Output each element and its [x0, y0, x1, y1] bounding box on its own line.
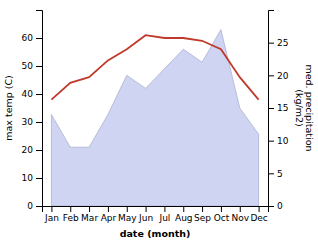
tick-label: 25: [277, 38, 288, 48]
tick-mark: [36, 66, 42, 67]
tick-mark: [36, 178, 42, 179]
tick-label: Feb: [63, 213, 79, 223]
title-line: (kg/m2): [294, 89, 305, 126]
y-tick: 60: [22, 33, 42, 43]
y-axis: 0 10 20 30 40 50 60: [22, 11, 43, 212]
chart: Jan FebMarAprMayJun Jul AugSepOctNovDec 0 10 2…: [0, 0, 318, 242]
y-tick: 0: [27, 201, 42, 211]
x-tick: May: [118, 206, 137, 223]
tick-label: Aug: [175, 213, 193, 223]
tick-mark: [51, 206, 52, 212]
tick-label: 20: [277, 71, 289, 81]
x-tick: Jan: [44, 206, 59, 223]
y2-tick: 5: [268, 169, 283, 179]
tick-label: Jul: [158, 213, 170, 223]
title-line: med. precipitation: [304, 64, 315, 151]
y2-tick: 10: [268, 136, 289, 146]
y-axis-title: max temp (C): [3, 75, 14, 141]
tick-label: 40: [22, 89, 34, 99]
tick-mark: [164, 206, 165, 212]
tick-mark: [89, 206, 90, 212]
x-tick: Apr: [101, 206, 117, 223]
y-tick: 40: [22, 89, 42, 99]
y2-tick: 20: [268, 71, 289, 81]
tick-mark: [146, 206, 147, 212]
axis-line: [43, 207, 269, 213]
plot: Jan FebMarAprMayJun Jul AugSepOctNovDec 0 10 2…: [22, 11, 289, 224]
tick-label: 0: [27, 201, 33, 211]
x-tick: Jun: [138, 206, 153, 223]
tick-mark: [70, 206, 71, 212]
x-tick: Feb: [63, 206, 79, 223]
tick-mark: [202, 206, 203, 212]
tick-mark: [36, 94, 42, 95]
axis-line: [36, 11, 43, 207]
tick-mark: [36, 150, 42, 151]
tick-mark: [36, 38, 42, 39]
y-tick: 30: [22, 117, 42, 127]
tick-label: 10: [277, 136, 289, 146]
precip-area: [51, 30, 258, 206]
tick-label: 5: [277, 169, 283, 179]
tick-mark: [240, 206, 241, 212]
x-tick: Mar: [81, 206, 98, 223]
tick-label: May: [118, 213, 137, 223]
tick-mark: [36, 122, 42, 123]
temp-line: [51, 35, 258, 99]
tick-mark: [259, 206, 260, 212]
y-tick: 50: [22, 61, 42, 71]
axis-line: [269, 11, 275, 207]
x-tick: Jul: [158, 206, 170, 223]
x-axis-title: date (month): [120, 228, 191, 239]
x-axis: Jan FebMarAprMayJun Jul AugSepOctNovDec: [43, 206, 269, 223]
tick-mark: [268, 173, 274, 174]
tick-mark: [183, 206, 184, 212]
x-tick: Sep: [194, 206, 211, 223]
tick-label: 10: [22, 173, 34, 183]
tick-mark: [268, 206, 274, 207]
tick-mark: [108, 206, 109, 212]
tick-mark: [268, 75, 274, 76]
tick-label: 0: [277, 201, 283, 211]
tick-mark: [268, 108, 274, 109]
tick-label: Sep: [194, 213, 211, 223]
tick-label: 60: [22, 33, 34, 43]
tick-label: Apr: [101, 213, 117, 223]
tick-mark: [268, 141, 274, 142]
tick-mark: [221, 206, 222, 212]
marks: [51, 30, 258, 206]
x-tick: Aug: [175, 206, 193, 223]
x-tick: Nov: [231, 206, 249, 223]
tick-label: 30: [22, 117, 34, 127]
tick-mark: [36, 206, 42, 207]
tick-mark: [127, 206, 128, 212]
y-tick: 20: [22, 145, 42, 155]
tick-label: Jun: [138, 213, 153, 223]
y2-tick: 25: [268, 38, 288, 48]
tick-label: Dec: [250, 213, 267, 223]
y2-axis-title: med. precipitation(kg/m2): [294, 64, 315, 151]
y-tick: 10: [22, 173, 42, 183]
y2-tick: 15: [268, 103, 288, 113]
tick-mark: [268, 43, 274, 44]
tick-label: 20: [22, 145, 34, 155]
tick-label: Jan: [44, 213, 59, 223]
tick-label: Mar: [81, 213, 98, 223]
tick-label: 15: [277, 103, 288, 113]
x-tick: Dec: [250, 206, 267, 223]
tick-label: Oct: [214, 213, 230, 223]
y2-axis: 0 5 10 15 20 25: [268, 11, 289, 212]
y2-tick: 0: [268, 201, 283, 211]
tick-label: Nov: [231, 213, 249, 223]
tick-label: 50: [22, 61, 34, 71]
x-tick: Oct: [214, 206, 230, 223]
